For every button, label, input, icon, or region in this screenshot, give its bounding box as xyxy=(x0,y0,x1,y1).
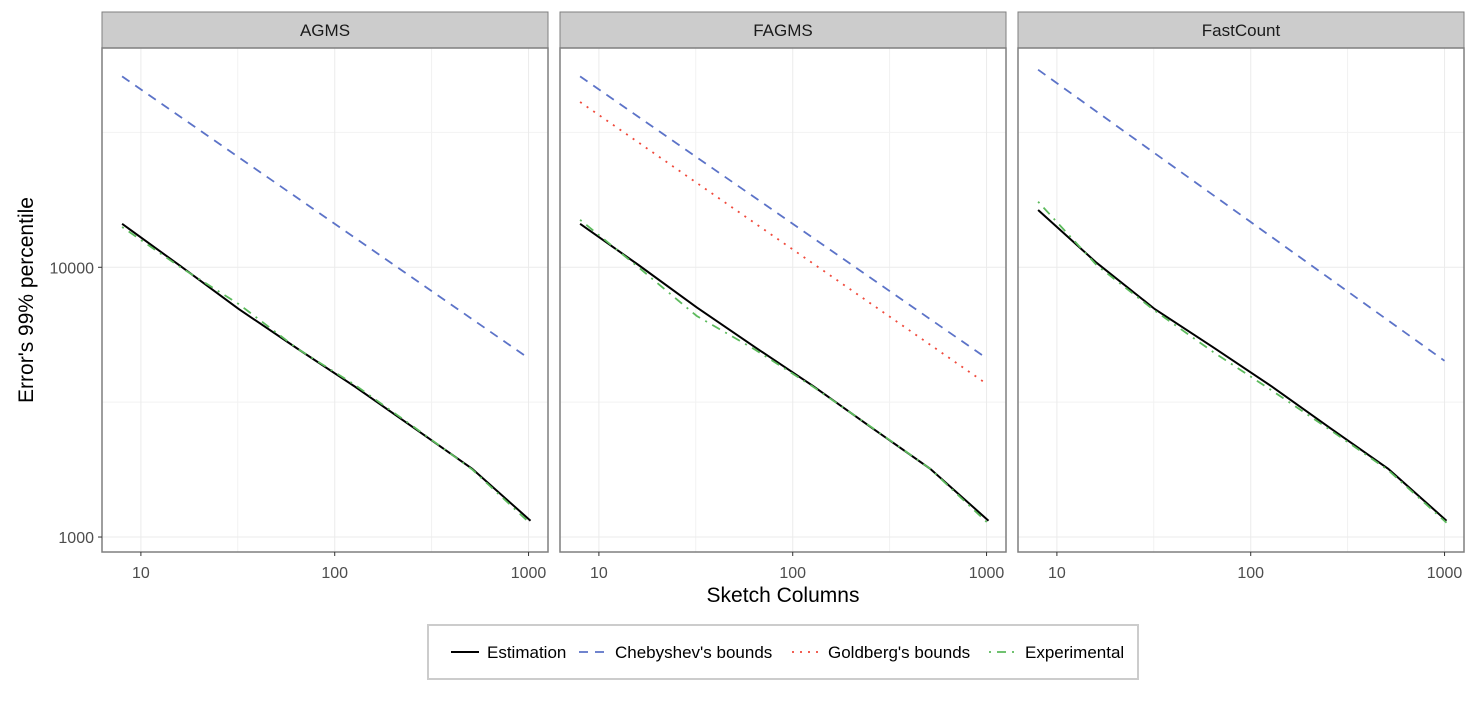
y-tick-label: 1000 xyxy=(58,530,94,547)
facet-title: AGMS xyxy=(300,21,350,40)
legend-label: Estimation xyxy=(487,643,566,662)
legend-label: Experimental xyxy=(1025,643,1124,662)
series-line-experimental xyxy=(121,226,532,525)
series-line-estimation xyxy=(579,222,990,522)
legend-label: Goldberg's bounds xyxy=(828,643,970,662)
series-line-experimental xyxy=(1037,201,1448,524)
panel-border xyxy=(559,47,1007,553)
series-line-chebyshev-s-bounds xyxy=(1037,68,1446,362)
facet-strip xyxy=(1017,11,1465,49)
x-tick-label: 100 xyxy=(779,565,806,582)
series-line-chebyshev-s-bounds xyxy=(121,75,530,359)
x-tick-label: 1000 xyxy=(969,565,1005,582)
facet-title: FastCount xyxy=(1202,21,1281,40)
series-line-estimation xyxy=(121,222,532,522)
y-axis-title: Error's 99% percentile xyxy=(15,197,38,403)
facet-panel-0: AGMS 10 100 1000 1000 10000 xyxy=(50,11,549,582)
legend-label: Chebyshev's bounds xyxy=(615,643,772,662)
x-tick-label: 10 xyxy=(590,565,608,582)
x-tick-label: 1000 xyxy=(511,565,547,582)
x-tick-label: 10 xyxy=(1048,565,1066,582)
facet-panel-1: FAGMS 10 100 1000 xyxy=(559,11,1007,582)
panel-border xyxy=(1017,47,1465,553)
x-tick-label: 100 xyxy=(1237,565,1264,582)
facet-strip xyxy=(559,11,1007,49)
facet-panel-2: FastCount 10 100 1000 xyxy=(1017,11,1465,582)
panel-border xyxy=(101,47,549,553)
legend-box xyxy=(427,624,1139,680)
x-tick-label: 1000 xyxy=(1427,565,1463,582)
y-tick-label: 10000 xyxy=(50,260,95,277)
x-tick-label: 100 xyxy=(321,565,348,582)
series-line-experimental xyxy=(579,219,990,525)
series-line-estimation xyxy=(1037,209,1448,522)
series-line-goldberg-s-bounds xyxy=(579,101,988,385)
x-axis-title: Sketch Columns xyxy=(707,584,860,607)
facet-strip xyxy=(101,11,549,49)
facet-title: FAGMS xyxy=(753,21,813,40)
x-tick-label: 10 xyxy=(132,565,150,582)
series-line-chebyshev-s-bounds xyxy=(579,75,988,359)
legend: Estimation Chebyshev's bounds Goldberg's b… xyxy=(427,624,1139,680)
